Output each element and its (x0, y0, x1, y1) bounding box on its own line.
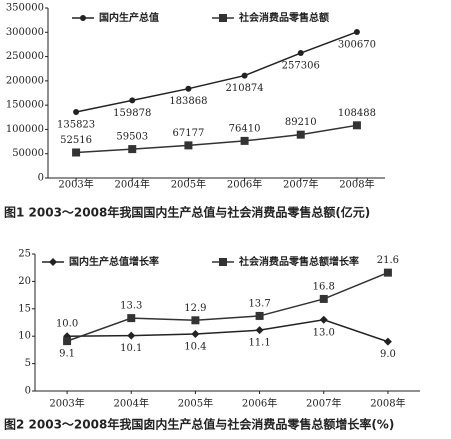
x-tick-label: 2005年 (178, 397, 213, 410)
y-tick-label: 150000 (6, 100, 44, 111)
y-tick-label: 100000 (6, 124, 44, 135)
legend-label: 社会消费品零售总额 (238, 11, 329, 24)
data-label: 16.8 (313, 281, 335, 292)
point (49, 258, 57, 266)
point (191, 316, 200, 325)
x-tick-label: 2004年 (115, 178, 150, 191)
y-tick-label: 200000 (6, 75, 44, 86)
line (66, 271, 389, 342)
x-tick-label: 2006年 (242, 397, 277, 410)
data-label: 13.0 (313, 327, 335, 338)
y-tick-label: 0 (38, 173, 44, 184)
point (319, 294, 328, 303)
data-label: 10.4 (184, 342, 206, 353)
y-tick-label: 350000 (6, 3, 44, 14)
data-label: 67177 (173, 128, 205, 139)
point (128, 145, 137, 154)
point (219, 14, 227, 22)
data-label: 10.0 (56, 319, 78, 330)
x-tick-label: 2003年 (49, 397, 84, 410)
data-label: 59503 (116, 132, 148, 143)
point (383, 268, 392, 277)
point (63, 337, 72, 346)
data-label: 13.7 (248, 298, 270, 309)
point (184, 141, 193, 150)
data-label: 52516 (60, 135, 92, 146)
y-tick-label: 50000 (12, 148, 44, 159)
point (129, 97, 136, 104)
data-label: 89210 (285, 117, 317, 128)
y-tick-label: 300000 (6, 27, 44, 38)
point (127, 331, 136, 340)
chart-title: 图1 2003～2008年我国国内生产总值与社会消费品零售总额(亿元) (4, 205, 370, 220)
data-label: 21.6 (377, 255, 399, 266)
data-label: 135823 (57, 120, 95, 131)
data-label: 10.1 (120, 343, 142, 354)
x-tick-label: 2007年 (306, 397, 341, 410)
x-tick-label: 2006年 (227, 178, 262, 191)
x-tick-label: 2003年 (58, 178, 93, 191)
data-label: 257306 (282, 61, 320, 72)
line (76, 124, 358, 154)
point (191, 330, 200, 339)
point (73, 109, 80, 116)
chart-title: 图2 2003～2008年我国囱内生产总值与社会消费品零售总额增长率(%) (4, 417, 394, 432)
point (240, 136, 249, 145)
y-tick-label: 20 (18, 276, 31, 287)
y-tick-label: 10 (18, 331, 31, 342)
x-tick-label: 2005年 (171, 178, 206, 191)
legend-label: 国内生产总值 (99, 11, 159, 24)
point (127, 314, 136, 323)
x-tick-label: 2004年 (114, 397, 149, 410)
x-tick-label: 2008年 (370, 397, 405, 410)
point (353, 28, 360, 35)
legend-label: 国内生产总值增长率 (69, 255, 159, 268)
point (255, 311, 264, 320)
point (319, 315, 328, 324)
data-label: 300670 (338, 39, 376, 50)
y-tick-label: 0 (25, 386, 31, 397)
data-label: 13.3 (120, 301, 142, 312)
legend-label: 社会消费品零售总额增长率 (238, 255, 359, 268)
point (352, 121, 361, 130)
y-tick-label: 5 (25, 358, 31, 369)
point (72, 148, 81, 157)
point (219, 258, 227, 266)
data-label: 76410 (229, 123, 261, 134)
data-label: 159878 (113, 108, 151, 119)
line (67, 318, 389, 343)
data-label: 210874 (225, 83, 263, 94)
point (255, 326, 264, 335)
y-tick-label: 250000 (6, 51, 44, 62)
x-tick-label: 2008年 (339, 178, 374, 191)
point (241, 72, 248, 79)
line (75, 31, 358, 113)
data-label: 9.1 (59, 349, 75, 360)
point (80, 15, 86, 21)
data-label: 11.1 (248, 338, 270, 349)
y-tick-label: 15 (18, 303, 31, 314)
data-label: 108488 (338, 108, 376, 119)
y-tick-label: 25 (18, 249, 31, 260)
point (383, 337, 392, 346)
x-tick-label: 2007年 (283, 178, 318, 191)
point (296, 130, 305, 139)
point (185, 85, 192, 92)
point (297, 50, 304, 57)
data-label: 183868 (169, 96, 207, 107)
data-label: 12.9 (184, 303, 206, 314)
data-label: 9.0 (380, 349, 396, 360)
